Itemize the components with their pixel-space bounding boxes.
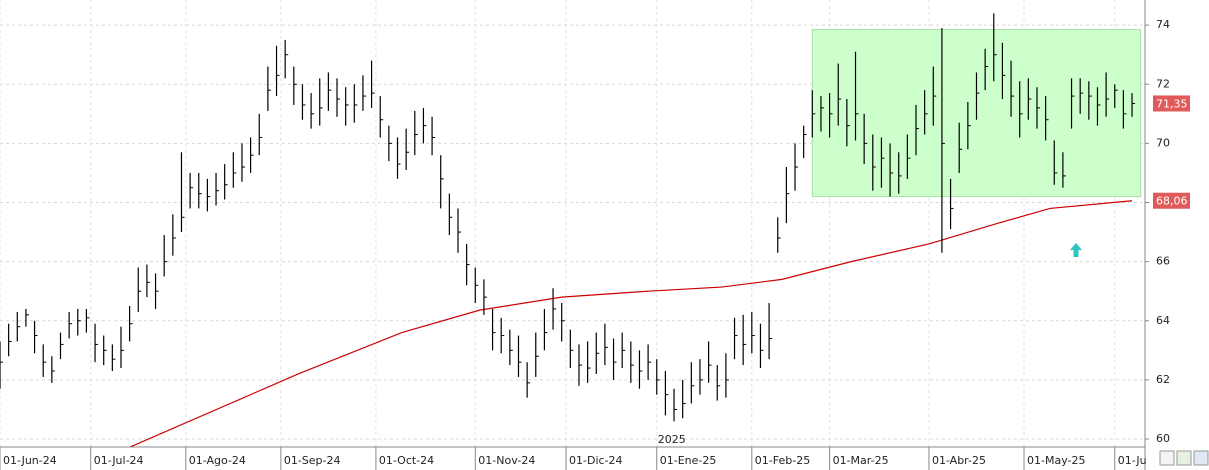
x-tick-label: 01-May-25 [1027,454,1085,467]
y-tick-label: 60 [1156,432,1170,445]
price-tag-label: 71,35 [1156,97,1188,110]
price-tag-label: 68,06 [1156,195,1188,208]
up-arrow-icon [1070,243,1082,257]
x-tick-label: 01-Ene-25 [660,454,717,467]
y-tick-label: 66 [1156,255,1170,268]
plot-area [0,0,1145,447]
moving-average-line [128,200,1133,447]
toolbar-button[interactable] [1176,450,1192,466]
x-tick-label: 01-Oct-24 [379,454,434,467]
x-tick-label: 01-Mar-25 [833,454,889,467]
x-tick-label: 01-Jul-24 [94,454,144,467]
price-tag [1153,192,1190,209]
toolbar-button[interactable] [1193,450,1209,466]
x-tick-label: 01-Jun-24 [3,454,57,467]
y-tick-label: 72 [1156,77,1170,90]
x-tick-label: 01-Ju [1118,454,1147,467]
y-tick-label: 74 [1156,18,1170,31]
x-tick-label: 01-Nov-24 [478,454,535,467]
x-tick-label: 01-Feb-25 [755,454,810,467]
x-tick-label: 01-Ago-24 [189,454,246,467]
x-tick-label: 01-Abr-25 [932,454,986,467]
annotation: 2025 [658,433,686,446]
y-tick-label: 64 [1156,314,1170,327]
y-tick-label: 62 [1156,373,1170,386]
toolbar-button[interactable] [1159,450,1175,466]
y-tick-label: 70 [1156,136,1170,149]
x-tick-label: 01-Sep-24 [284,454,341,467]
x-tick-label: 01-Dic-24 [569,454,623,467]
price-tag [1153,95,1190,112]
